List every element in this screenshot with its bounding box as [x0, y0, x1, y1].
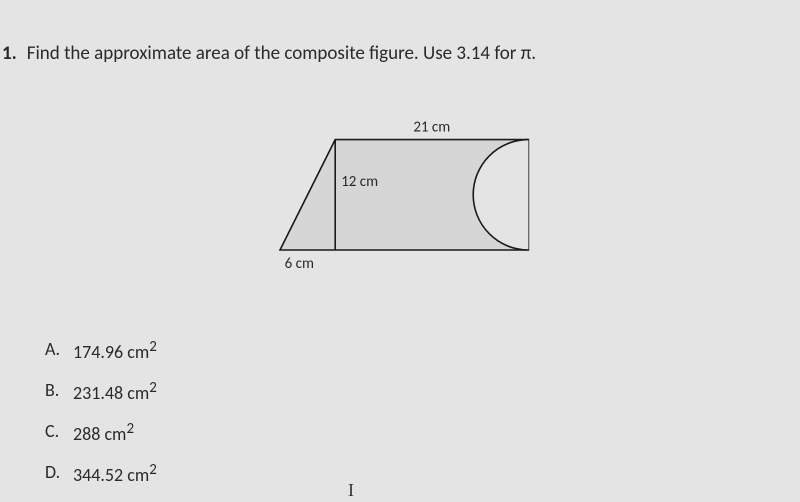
svg-text:21 cm: 21 cm — [413, 119, 450, 137]
option-d[interactable]: D. 344.52 cm2 — [45, 461, 157, 486]
composite-figure-diagram: 21 cm 12 cm 6 cm — [260, 100, 590, 300]
option-value: 231.48 cm2 — [73, 379, 157, 404]
svg-text:6 cm: 6 cm — [285, 255, 314, 273]
option-c[interactable]: C. 288 cm2 — [45, 420, 157, 445]
svg-text:12 cm: 12 cm — [341, 173, 378, 191]
option-letter: B. — [45, 379, 73, 404]
question-row: 1. Find the approximate area of the comp… — [0, 42, 536, 65]
option-a[interactable]: A. 174.96 cm2 — [45, 338, 157, 363]
option-b[interactable]: B. 231.48 cm2 — [45, 379, 157, 404]
answer-options: A. 174.96 cm2 B. 231.48 cm2 C. 288 cm2 D… — [45, 338, 157, 502]
text-cursor-icon: I — [348, 480, 354, 501]
option-letter: D. — [45, 461, 73, 486]
question-number: 1. — [0, 42, 27, 65]
option-value: 344.52 cm2 — [73, 461, 157, 486]
option-value: 288 cm2 — [73, 420, 134, 445]
question-text: Find the approximate area of the composi… — [27, 42, 536, 65]
option-letter: C. — [45, 420, 73, 445]
option-value: 174.96 cm2 — [73, 338, 157, 363]
option-letter: A. — [45, 338, 73, 363]
